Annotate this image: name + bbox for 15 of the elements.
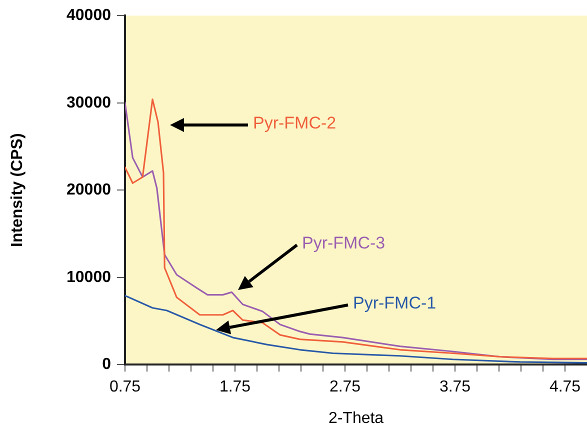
text: Pyr-FMC-3 xyxy=(302,234,386,253)
x-tick-label: 4.75 xyxy=(549,378,581,396)
y-tick-label: 0 xyxy=(102,356,112,374)
x-axis-title: 2-Theta xyxy=(328,410,384,427)
text: Pyr-FMC-1 xyxy=(353,294,436,313)
text: Pyr-FMC-2 xyxy=(253,114,336,133)
x-tick-label: 1.75 xyxy=(219,378,251,396)
y-tick-label: 20000 xyxy=(66,182,112,199)
x-tick-label: 0.75 xyxy=(109,378,141,396)
x-tick-label: 2.75 xyxy=(329,378,361,396)
y-tick-label: 10000 xyxy=(66,268,112,286)
x-tick-label: 3.75 xyxy=(439,378,471,396)
y-axis-title: Intensity (CPS) xyxy=(9,133,26,247)
y-tick-label: 40000 xyxy=(66,7,112,24)
y-tick-label: 30000 xyxy=(66,94,112,112)
